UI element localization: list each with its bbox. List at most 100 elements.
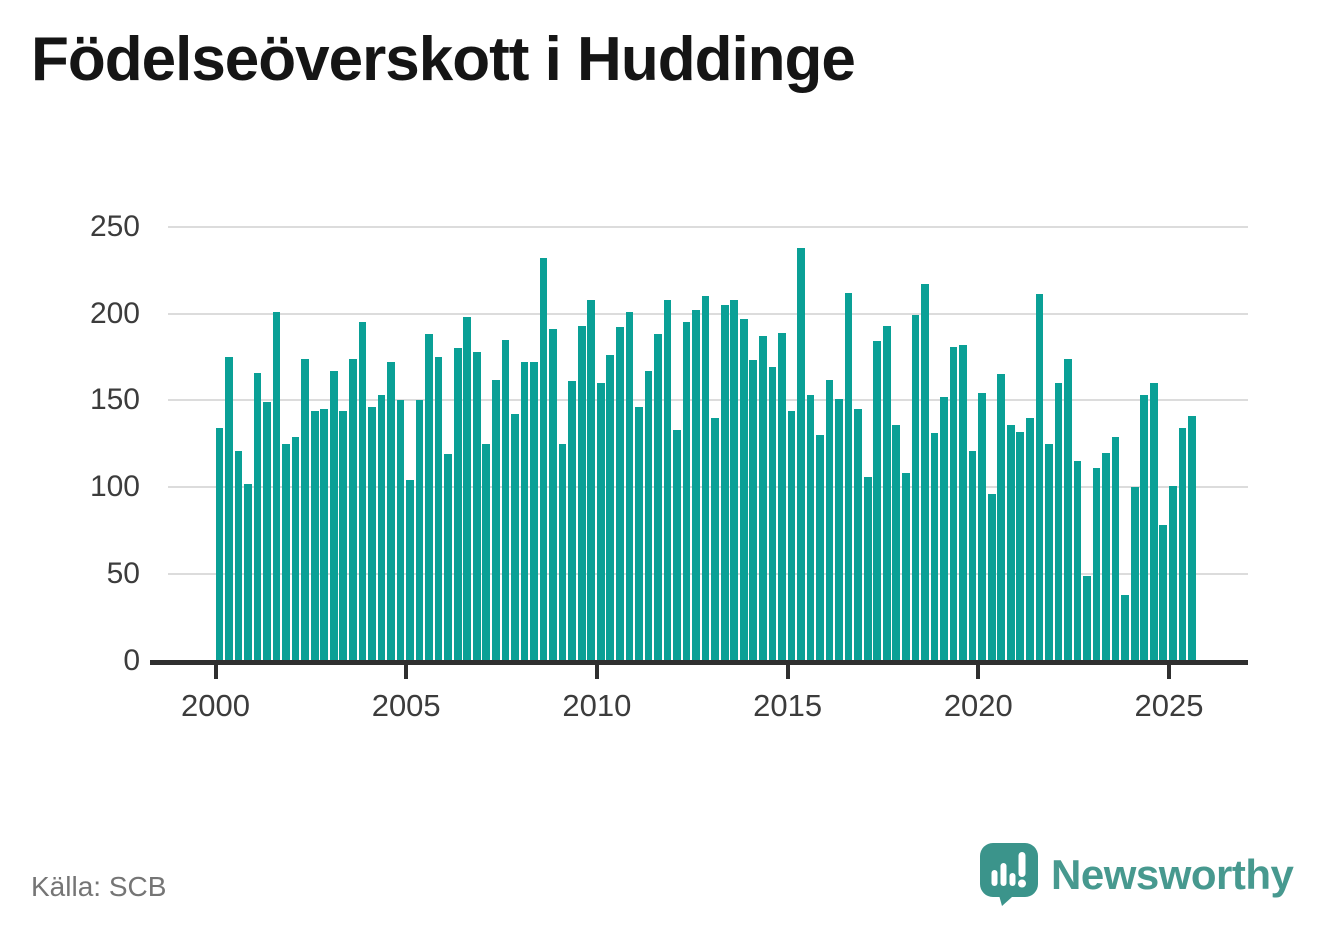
bar <box>492 379 500 661</box>
bar <box>816 435 824 661</box>
bar <box>596 383 605 661</box>
x-axis-line <box>150 659 1248 665</box>
logo-bar-2 <box>1000 863 1007 886</box>
bar <box>329 370 338 661</box>
bar <box>425 334 433 661</box>
y-axis-label: 100 <box>89 470 140 504</box>
bar <box>358 322 367 661</box>
bar <box>587 299 596 661</box>
bar <box>301 358 309 661</box>
bar <box>959 344 967 661</box>
bar <box>482 443 491 661</box>
x-axis-label: 2015 <box>753 688 823 723</box>
bar <box>463 317 472 661</box>
bar <box>348 358 357 661</box>
bar <box>730 299 739 661</box>
bar <box>1064 358 1072 661</box>
bar <box>949 346 958 661</box>
bar <box>892 424 901 661</box>
bar <box>682 322 691 661</box>
bar <box>577 325 586 661</box>
bar <box>921 284 929 661</box>
bar <box>606 355 615 661</box>
bar <box>978 393 986 661</box>
bar <box>263 402 271 661</box>
bar <box>882 325 891 661</box>
bar <box>1035 294 1044 661</box>
bar <box>1169 485 1177 661</box>
bar <box>654 334 662 661</box>
bar <box>1159 525 1168 661</box>
bar <box>635 407 643 661</box>
x-axis-tick <box>976 664 981 679</box>
bar <box>377 395 386 661</box>
logo-bar-3 <box>1009 873 1016 886</box>
bar <box>1178 428 1187 661</box>
bar <box>472 351 481 661</box>
bar <box>406 480 414 661</box>
bar <box>711 417 719 661</box>
bar <box>511 414 519 661</box>
x-axis-tick <box>1167 664 1171 679</box>
bar <box>539 257 548 661</box>
bar <box>692 310 700 661</box>
bar <box>825 379 834 661</box>
bar <box>368 407 376 661</box>
bar <box>1025 417 1034 661</box>
bar <box>530 362 538 661</box>
bar <box>215 428 224 661</box>
bar <box>1111 436 1120 661</box>
bar <box>673 429 681 661</box>
bar <box>1045 443 1053 661</box>
logo-bar-1 <box>991 870 998 886</box>
bar <box>1140 395 1149 661</box>
x-axis-label: 2000 <box>181 688 250 723</box>
bar <box>1102 452 1110 661</box>
bar <box>844 292 853 661</box>
bar <box>1188 416 1196 661</box>
bar <box>225 356 233 661</box>
bar <box>797 247 805 661</box>
bar <box>615 327 624 661</box>
bar <box>310 410 319 661</box>
bar <box>291 436 300 661</box>
logo-exclamation-dot <box>1018 879 1026 888</box>
bar <box>701 296 710 661</box>
bar <box>1006 424 1015 661</box>
x-axis-label: 2025 <box>1134 688 1204 723</box>
bar <box>1130 487 1139 661</box>
source-note: Källa: SCB <box>31 871 167 902</box>
bar <box>739 318 748 661</box>
bar <box>787 410 796 661</box>
bar <box>244 483 252 661</box>
bar <box>835 398 843 661</box>
newsworthy-brand: Newsworthy <box>980 842 1294 908</box>
bar <box>520 362 529 661</box>
bar <box>387 362 395 661</box>
bar <box>873 341 882 661</box>
bar <box>987 494 996 661</box>
bar <box>644 370 653 661</box>
bar <box>272 311 281 661</box>
bar <box>768 367 777 661</box>
y-axis-label: 200 <box>89 296 140 330</box>
bar <box>663 299 672 661</box>
x-axis-tick <box>213 664 218 679</box>
newsworthy-logo-icon <box>980 843 1038 906</box>
bar <box>1121 594 1129 661</box>
bar <box>396 400 405 661</box>
bar <box>501 339 510 661</box>
x-axis-tick <box>785 664 790 679</box>
bar <box>234 450 243 661</box>
bar <box>1083 575 1091 661</box>
y-axis-label: 150 <box>89 383 140 417</box>
bar <box>930 433 939 661</box>
bar <box>863 476 872 661</box>
bar <box>997 374 1006 661</box>
bar <box>453 348 462 661</box>
bar <box>1092 468 1101 661</box>
bar <box>320 409 329 661</box>
x-axis-label: 2005 <box>371 688 441 723</box>
chart-title: Födelseöverskott i Huddinge <box>31 25 856 94</box>
bar <box>806 395 815 661</box>
